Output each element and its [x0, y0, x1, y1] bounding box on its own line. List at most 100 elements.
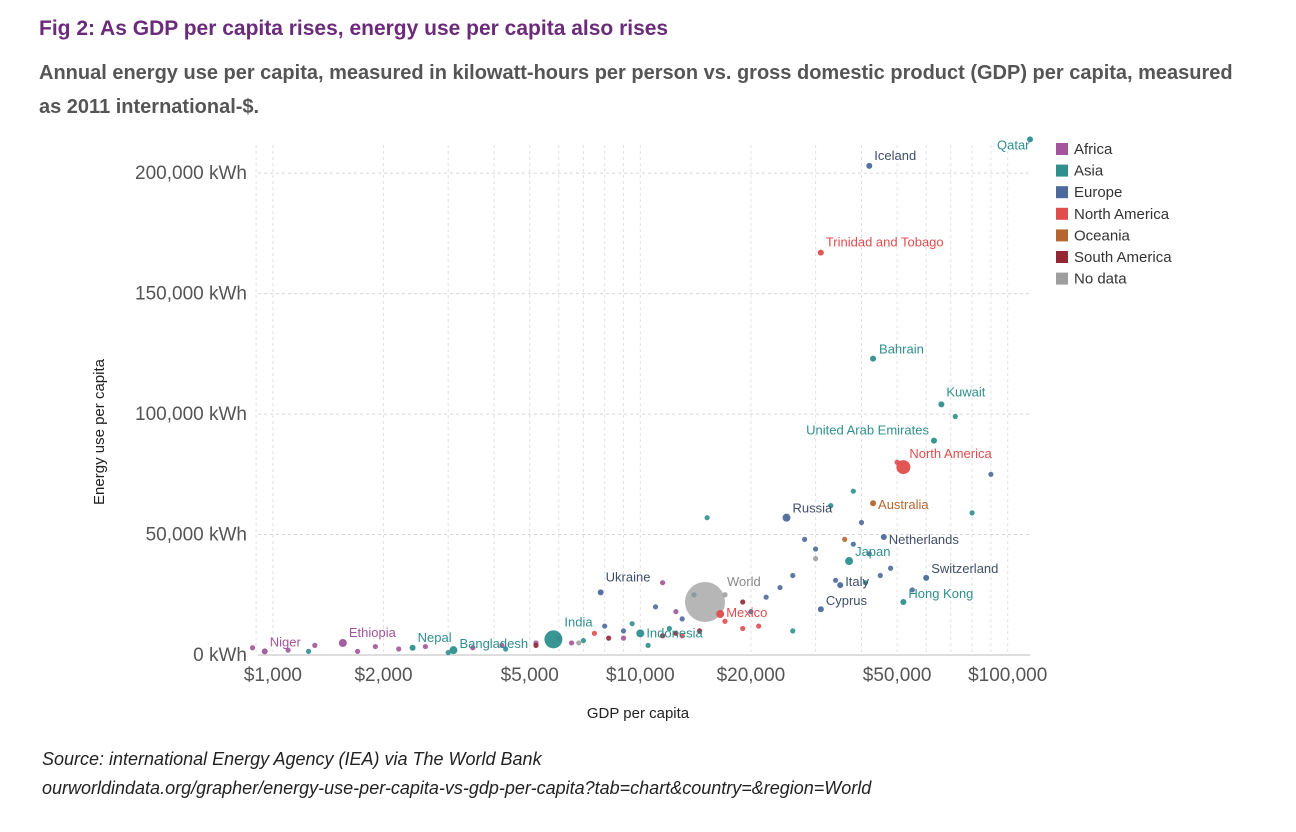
point-label: Cyprus [826, 593, 868, 608]
x-axis-title: GDP per capita [587, 705, 690, 722]
point-label: Iceland [874, 148, 916, 163]
scatter-point-russia [782, 513, 791, 522]
scatter-point [606, 635, 612, 641]
scatter-point-ukraine [597, 589, 604, 596]
scatter-point [629, 621, 635, 627]
source-note: Source: international Energy Agency (IEA… [42, 749, 542, 769]
scatter-point [445, 649, 451, 656]
scatter-point-mexico [716, 610, 725, 619]
scatter-point-switzerland [923, 574, 930, 581]
scatter-point-north-america [896, 460, 911, 475]
scatter-point [748, 609, 754, 615]
x-tick-label: $5,000 [501, 665, 559, 686]
point-label: Australia [878, 497, 929, 512]
scatter-point [862, 580, 869, 586]
legend-swatch [1056, 272, 1068, 285]
scatter-point-united-arab-emirates [930, 437, 937, 444]
legend-label: North America [1074, 206, 1170, 223]
scatter-point [801, 536, 808, 542]
legend-label: Asia [1074, 163, 1104, 180]
scatter-point [503, 646, 509, 652]
scatter-point [470, 645, 476, 651]
point-label: Hong Kong [908, 586, 973, 601]
scatter-point [679, 633, 685, 639]
axis-ticks: 0 kWh 50,000 kWh 100,000 kWh 150,000 kWh 200… [135, 163, 1047, 686]
scatter-point [909, 587, 915, 593]
scatter-point [591, 630, 598, 636]
scatter-point-italy [837, 582, 844, 589]
scatter-point [704, 515, 710, 521]
x-tick-label: $1,000 [244, 665, 302, 686]
scatter-point [666, 625, 673, 632]
point-label: Ethiopia [349, 625, 397, 640]
point-label: World [727, 574, 761, 589]
grid-lines [255, 145, 1030, 656]
scatter-point-trinidad-and-tobago [817, 249, 824, 256]
scatter-point-qatar [1027, 136, 1033, 143]
scatter-chart: 0 kWh 50,000 kWh 100,000 kWh 150,000 kWh 200… [91, 136, 1172, 722]
point-label: Niger [270, 634, 302, 649]
scatter-point [660, 633, 666, 639]
x-tick-label: $100,000 [968, 665, 1047, 686]
data-points [249, 136, 1033, 656]
chart-title: Fig 2: As GDP per capita rises, energy u… [39, 17, 669, 40]
legend-swatch [1056, 207, 1068, 220]
point-label: Bangladesh [459, 636, 528, 651]
scatter-point-nepal [409, 644, 416, 651]
scatter-point [679, 616, 685, 622]
scatter-point-australia [870, 500, 877, 507]
legend: Africa Asia Europe North America Oceania Sout… [1056, 141, 1172, 288]
chart-subtitle: Annual energy use per capita, measured i… [39, 62, 1233, 118]
scatter-point-ethiopia [338, 638, 347, 647]
point-label: Indonesia [646, 625, 703, 640]
scatter-point [832, 577, 839, 583]
scatter-point [828, 503, 834, 509]
legend-swatch [1056, 251, 1068, 263]
scatter-point [842, 536, 848, 542]
scatter-point-indonesia [636, 629, 645, 638]
scatter-point [866, 551, 872, 557]
scatter-point-iceland [866, 162, 873, 169]
scatter-point [696, 628, 703, 634]
scatter-point [533, 642, 539, 648]
scatter-point-world [685, 581, 726, 622]
scatter-point-hong-kong [900, 598, 907, 605]
scatter-point [645, 642, 651, 648]
scatter-point [969, 510, 975, 516]
scatter-point-bangladesh [449, 646, 458, 655]
scatter-point-cyprus [817, 606, 824, 613]
legend-label: No data [1074, 271, 1127, 288]
point-labels: Qatar Iceland Trinidad and Tobago Bahrain Ku… [270, 137, 1030, 651]
legend-label: Oceania [1074, 227, 1131, 244]
scatter-point [660, 580, 666, 586]
scatter-point [877, 572, 883, 579]
scatter-point [813, 556, 819, 562]
scatter-point-india [544, 630, 563, 649]
scatter-point [673, 609, 679, 615]
x-tick-label: $10,000 [606, 665, 675, 686]
point-label: Ukraine [606, 569, 651, 584]
point-label: Mexico [726, 605, 767, 620]
scatter-point [312, 642, 318, 648]
point-label: Russia [793, 501, 834, 516]
point-label: United Arab Emirates [806, 423, 929, 438]
scatter-point [988, 471, 994, 477]
point-label: Trinidad and Tobago [826, 235, 944, 250]
x-tick-label: $50,000 [863, 665, 932, 686]
legend-swatch [1056, 186, 1068, 199]
point-label: Nepal [418, 630, 452, 645]
scatter-point [620, 628, 627, 634]
y-tick-label: 50,000 kWh [146, 525, 247, 546]
scatter-point [858, 519, 865, 526]
scatter-point [740, 625, 746, 632]
scatter-point-japan [845, 557, 854, 566]
x-tick-label: $2,000 [354, 665, 412, 686]
point-label: Japan [855, 544, 890, 559]
y-tick-label: 150,000 kWh [135, 284, 247, 305]
scatter-point [580, 637, 587, 644]
scatter-point [620, 635, 627, 641]
legend-swatch [1056, 164, 1068, 177]
point-label: Netherlands [889, 532, 960, 547]
scatter-point [372, 643, 378, 650]
point-label: Italy [845, 574, 869, 589]
